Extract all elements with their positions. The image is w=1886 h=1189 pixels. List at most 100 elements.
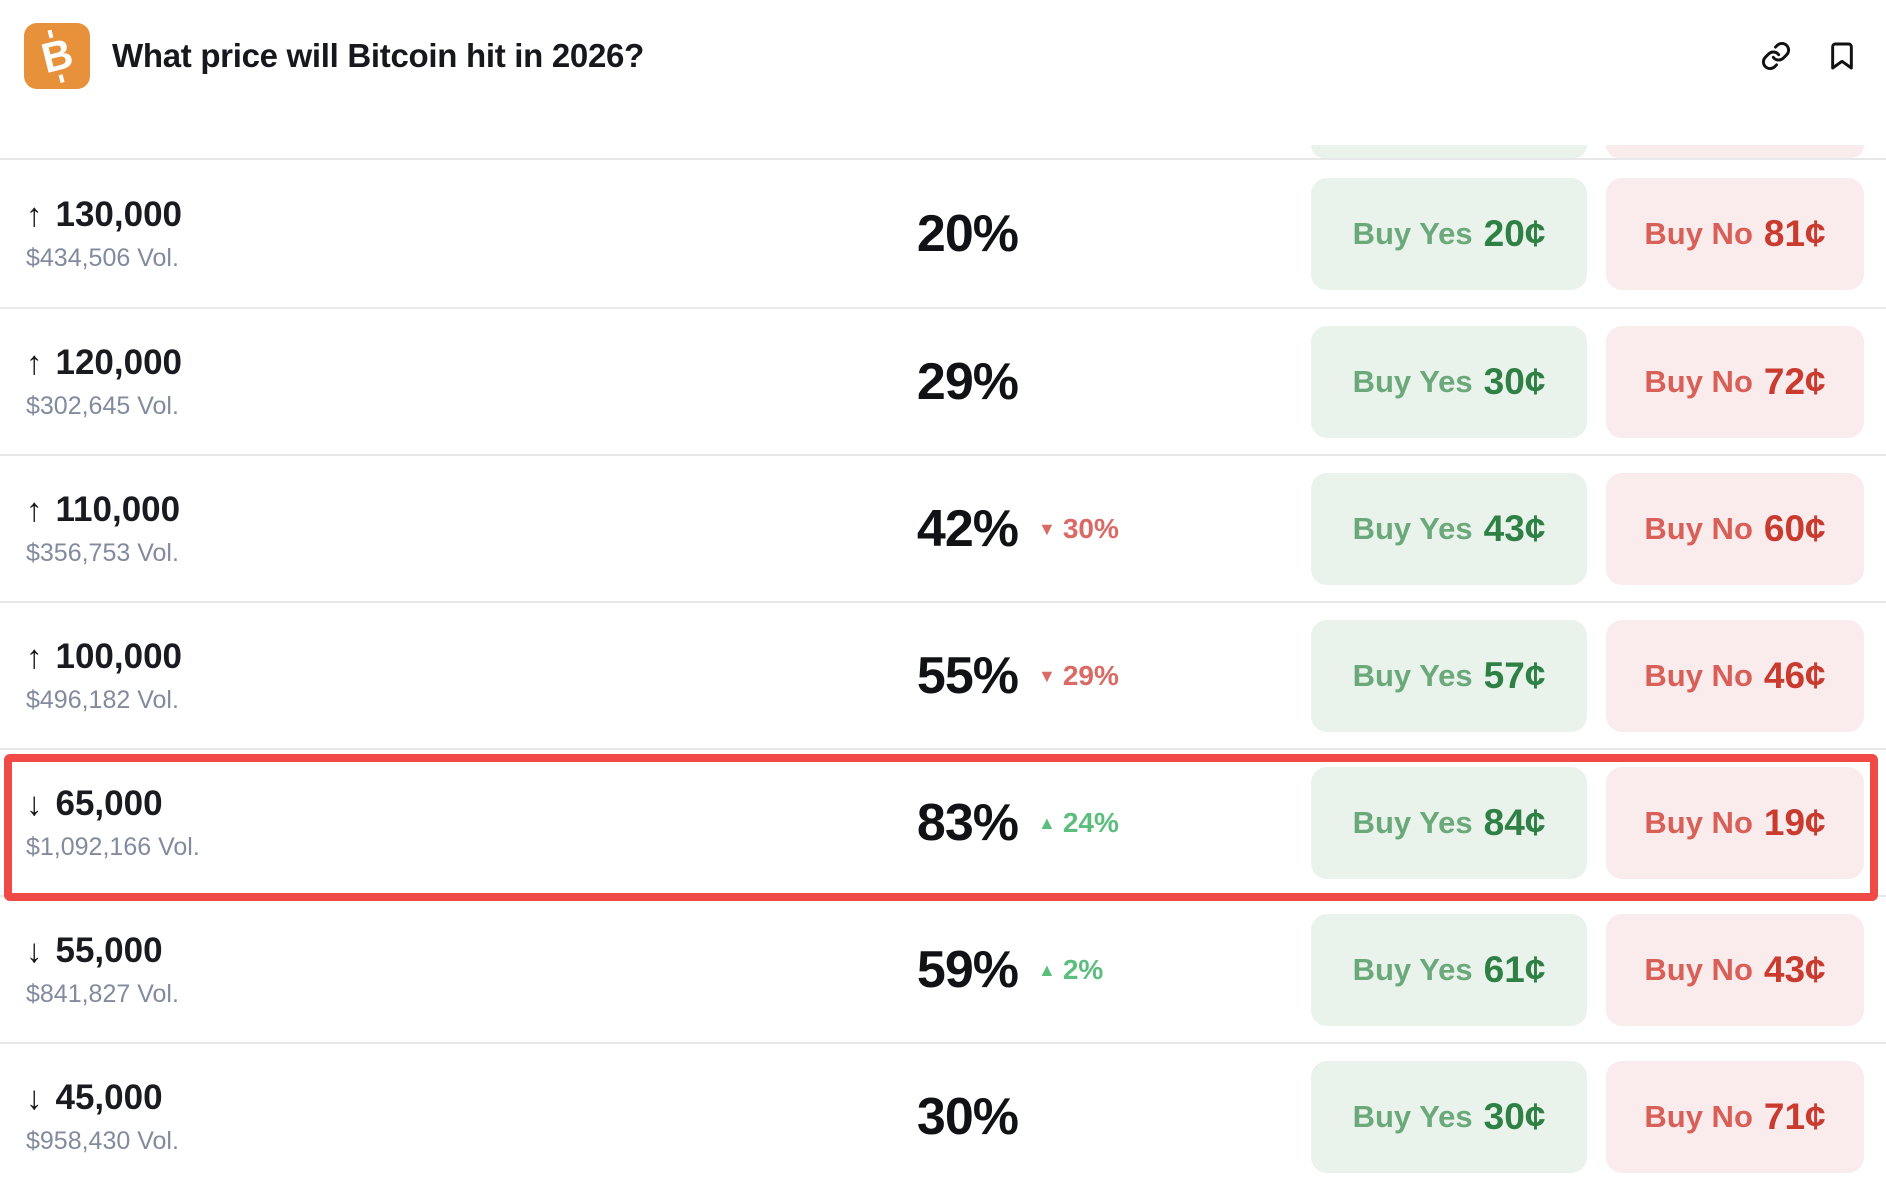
- direction-arrow-icon: ↑: [26, 195, 43, 233]
- change-triangle-icon: ▼: [1038, 518, 1056, 539]
- market-header: B What price will Bitcoin hit in 2026?: [0, 0, 1886, 112]
- buy-yes-label: Buy Yes: [1352, 510, 1473, 546]
- buy-yes-price: 20¢: [1483, 212, 1546, 254]
- chance-percent: 29%: [916, 352, 1019, 411]
- buy-no-button[interactable]: Buy No 60¢: [1606, 472, 1864, 585]
- outcome-info: ↑ 120,000 $302,645 Vol.: [26, 343, 182, 421]
- buy-no-price: 81¢: [1763, 212, 1826, 254]
- chance-percent: 59%: [916, 940, 1019, 999]
- page-title: What price will Bitcoin hit in 2026?: [112, 37, 644, 74]
- buy-yes-price: 30¢: [1483, 1095, 1546, 1137]
- buy-no-button[interactable]: Buy No 72¢: [1606, 325, 1864, 438]
- change-value: 2%: [1062, 953, 1104, 985]
- direction-arrow-icon: ↑: [26, 343, 43, 381]
- chance-change: ▼ 29%: [1038, 660, 1119, 692]
- buy-no-button[interactable]: Buy No 43¢: [1606, 913, 1864, 1026]
- buy-no-button[interactable]: Buy No 19¢: [1606, 766, 1864, 879]
- outcome-volume: $496,182 Vol.: [26, 685, 179, 714]
- outcome-price-label: 65,000: [55, 783, 163, 823]
- header-actions: [1758, 38, 1860, 74]
- change-triangle-icon: ▲: [1038, 959, 1056, 980]
- outcome-price: ↑ 100,000: [26, 637, 182, 677]
- buy-yes-price: 84¢: [1483, 801, 1546, 843]
- chance-percent: 42%: [916, 499, 1019, 558]
- buy-yes-button[interactable]: Buy Yes 20¢: [1311, 177, 1587, 290]
- outcome-price: ↑ 120,000: [26, 343, 182, 383]
- chance-change: ▲ 24%: [1038, 807, 1119, 839]
- outcome-price-label: 110,000: [55, 489, 181, 529]
- buy-no-button[interactable]: Buy No 46¢: [1606, 619, 1864, 732]
- change-value: 29%: [1062, 659, 1119, 691]
- bitcoin-glyph: B: [36, 29, 78, 83]
- buy-no-price: 46¢: [1763, 654, 1826, 696]
- buy-yes-price: 61¢: [1483, 948, 1546, 990]
- direction-arrow-icon: ↑: [26, 490, 43, 528]
- outcome-row: ↓ 55,000 $841,827 Vol. 59% ▲ 2% Buy Yes 6…: [0, 895, 1886, 1042]
- outcome-info: ↑ 100,000 $496,182 Vol.: [26, 637, 182, 715]
- change-triangle-icon: ▼: [1038, 665, 1056, 686]
- link-icon[interactable]: [1758, 38, 1794, 74]
- outcome-volume: $958,430 Vol.: [26, 1126, 179, 1155]
- chance-percent: 20%: [916, 204, 1019, 263]
- outcome-rows: ↑ 130,000 $434,506 Vol. 20% Buy Yes 20¢ …: [0, 160, 1886, 1189]
- buy-yes-button[interactable]: Buy Yes 84¢: [1311, 766, 1587, 879]
- chance-change: ▲ 2%: [1038, 954, 1103, 986]
- change-value: 30%: [1062, 512, 1119, 544]
- buy-no-price: 19¢: [1763, 801, 1826, 843]
- chance-percent: 83%: [916, 793, 1019, 852]
- buy-yes-label: Buy Yes: [1352, 804, 1473, 840]
- buy-yes-button[interactable]: Buy Yes 30¢: [1311, 325, 1587, 438]
- direction-arrow-icon: ↓: [26, 1078, 43, 1116]
- outcome-price: ↓ 45,000: [26, 1078, 179, 1118]
- buy-yes-label: Buy Yes: [1352, 657, 1473, 693]
- outcome-info: ↓ 65,000 $1,092,166 Vol.: [26, 784, 200, 862]
- buy-yes-label: Buy Yes: [1352, 1098, 1473, 1134]
- outcome-info: ↓ 55,000 $841,827 Vol.: [26, 931, 179, 1009]
- outcome-volume: $1,092,166 Vol.: [26, 832, 200, 861]
- bitcoin-glyph-tick: [58, 74, 65, 83]
- cut-off-buy-no-button[interactable]: [1606, 145, 1864, 158]
- buy-yes-label: Buy Yes: [1352, 215, 1473, 251]
- buy-no-price: 72¢: [1763, 360, 1826, 402]
- outcome-info: ↓ 45,000 $958,430 Vol.: [26, 1078, 179, 1156]
- chance-percent: 30%: [916, 1087, 1019, 1146]
- buy-yes-button[interactable]: Buy Yes 43¢: [1311, 472, 1587, 585]
- outcome-price-label: 55,000: [55, 930, 163, 970]
- outcome-price: ↓ 65,000: [26, 784, 200, 824]
- buy-yes-button[interactable]: Buy Yes 30¢: [1311, 1060, 1587, 1173]
- outcome-row: ↑ 120,000 $302,645 Vol. 29% Buy Yes 30¢ …: [0, 307, 1886, 454]
- buy-no-label: Buy No: [1644, 215, 1753, 251]
- cut-off-row-above: [0, 112, 1886, 160]
- direction-arrow-icon: ↑: [26, 637, 43, 675]
- buy-yes-price: 30¢: [1483, 360, 1546, 402]
- buy-no-label: Buy No: [1644, 951, 1753, 987]
- cut-off-buy-yes-button[interactable]: [1311, 145, 1587, 158]
- outcome-volume: $356,753 Vol.: [26, 538, 179, 567]
- outcome-row: ↓ 65,000 $1,092,166 Vol. 83% ▲ 24% Buy Ye…: [0, 748, 1886, 901]
- outcome-info: ↑ 110,000 $356,753 Vol.: [26, 490, 180, 568]
- buy-no-button[interactable]: Buy No 71¢: [1606, 1060, 1864, 1173]
- buy-yes-price: 43¢: [1483, 507, 1546, 549]
- bookmark-icon[interactable]: [1824, 38, 1860, 74]
- buy-yes-button[interactable]: Buy Yes 61¢: [1311, 913, 1587, 1026]
- buy-no-label: Buy No: [1644, 657, 1753, 693]
- chance-percent: 55%: [916, 646, 1019, 705]
- outcome-price: ↑ 130,000: [26, 195, 182, 235]
- outcome-info: ↑ 130,000 $434,506 Vol.: [26, 195, 182, 273]
- buy-no-button[interactable]: Buy No 81¢: [1606, 177, 1864, 290]
- buy-yes-price: 57¢: [1483, 654, 1546, 696]
- outcome-row: ↑ 110,000 $356,753 Vol. 42% ▼ 30% Buy Yes…: [0, 454, 1886, 601]
- outcome-volume: $841,827 Vol.: [26, 979, 179, 1008]
- buy-yes-label: Buy Yes: [1352, 363, 1473, 399]
- outcome-price: ↓ 55,000: [26, 931, 179, 971]
- buy-no-label: Buy No: [1644, 363, 1753, 399]
- outcome-price: ↑ 110,000: [26, 490, 180, 530]
- outcome-price-label: 130,000: [55, 194, 183, 234]
- buy-no-label: Buy No: [1644, 804, 1753, 840]
- buy-yes-button[interactable]: Buy Yes 57¢: [1311, 619, 1587, 732]
- outcome-price-label: 120,000: [55, 342, 183, 382]
- buy-no-price: 60¢: [1763, 507, 1826, 549]
- direction-arrow-icon: ↓: [26, 931, 43, 969]
- bitcoin-glyph-tick: [47, 29, 54, 39]
